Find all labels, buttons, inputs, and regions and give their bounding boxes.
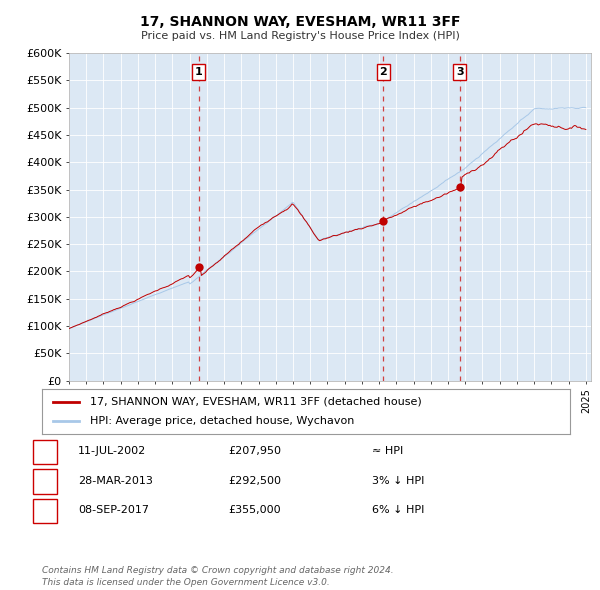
Text: 08-SEP-2017: 08-SEP-2017 (78, 506, 149, 515)
Text: £207,950: £207,950 (228, 447, 281, 456)
Text: £292,500: £292,500 (228, 476, 281, 486)
Text: 17, SHANNON WAY, EVESHAM, WR11 3FF: 17, SHANNON WAY, EVESHAM, WR11 3FF (140, 15, 460, 29)
Text: £355,000: £355,000 (228, 506, 281, 515)
Text: HPI: Average price, detached house, Wychavon: HPI: Average price, detached house, Wych… (89, 417, 354, 426)
Text: 3: 3 (41, 506, 49, 515)
Text: 1: 1 (41, 447, 49, 456)
Text: 2: 2 (379, 67, 387, 77)
Text: 1: 1 (195, 67, 203, 77)
Text: ≈ HPI: ≈ HPI (372, 447, 403, 456)
Text: 17, SHANNON WAY, EVESHAM, WR11 3FF (detached house): 17, SHANNON WAY, EVESHAM, WR11 3FF (deta… (89, 397, 421, 407)
Text: Contains HM Land Registry data © Crown copyright and database right 2024.
This d: Contains HM Land Registry data © Crown c… (42, 566, 394, 587)
Text: 11-JUL-2002: 11-JUL-2002 (78, 447, 146, 456)
Text: Price paid vs. HM Land Registry's House Price Index (HPI): Price paid vs. HM Land Registry's House … (140, 31, 460, 41)
Text: 28-MAR-2013: 28-MAR-2013 (78, 476, 153, 486)
Text: 6% ↓ HPI: 6% ↓ HPI (372, 506, 424, 515)
Text: 3% ↓ HPI: 3% ↓ HPI (372, 476, 424, 486)
Text: 3: 3 (456, 67, 464, 77)
Text: 2: 2 (41, 476, 49, 486)
